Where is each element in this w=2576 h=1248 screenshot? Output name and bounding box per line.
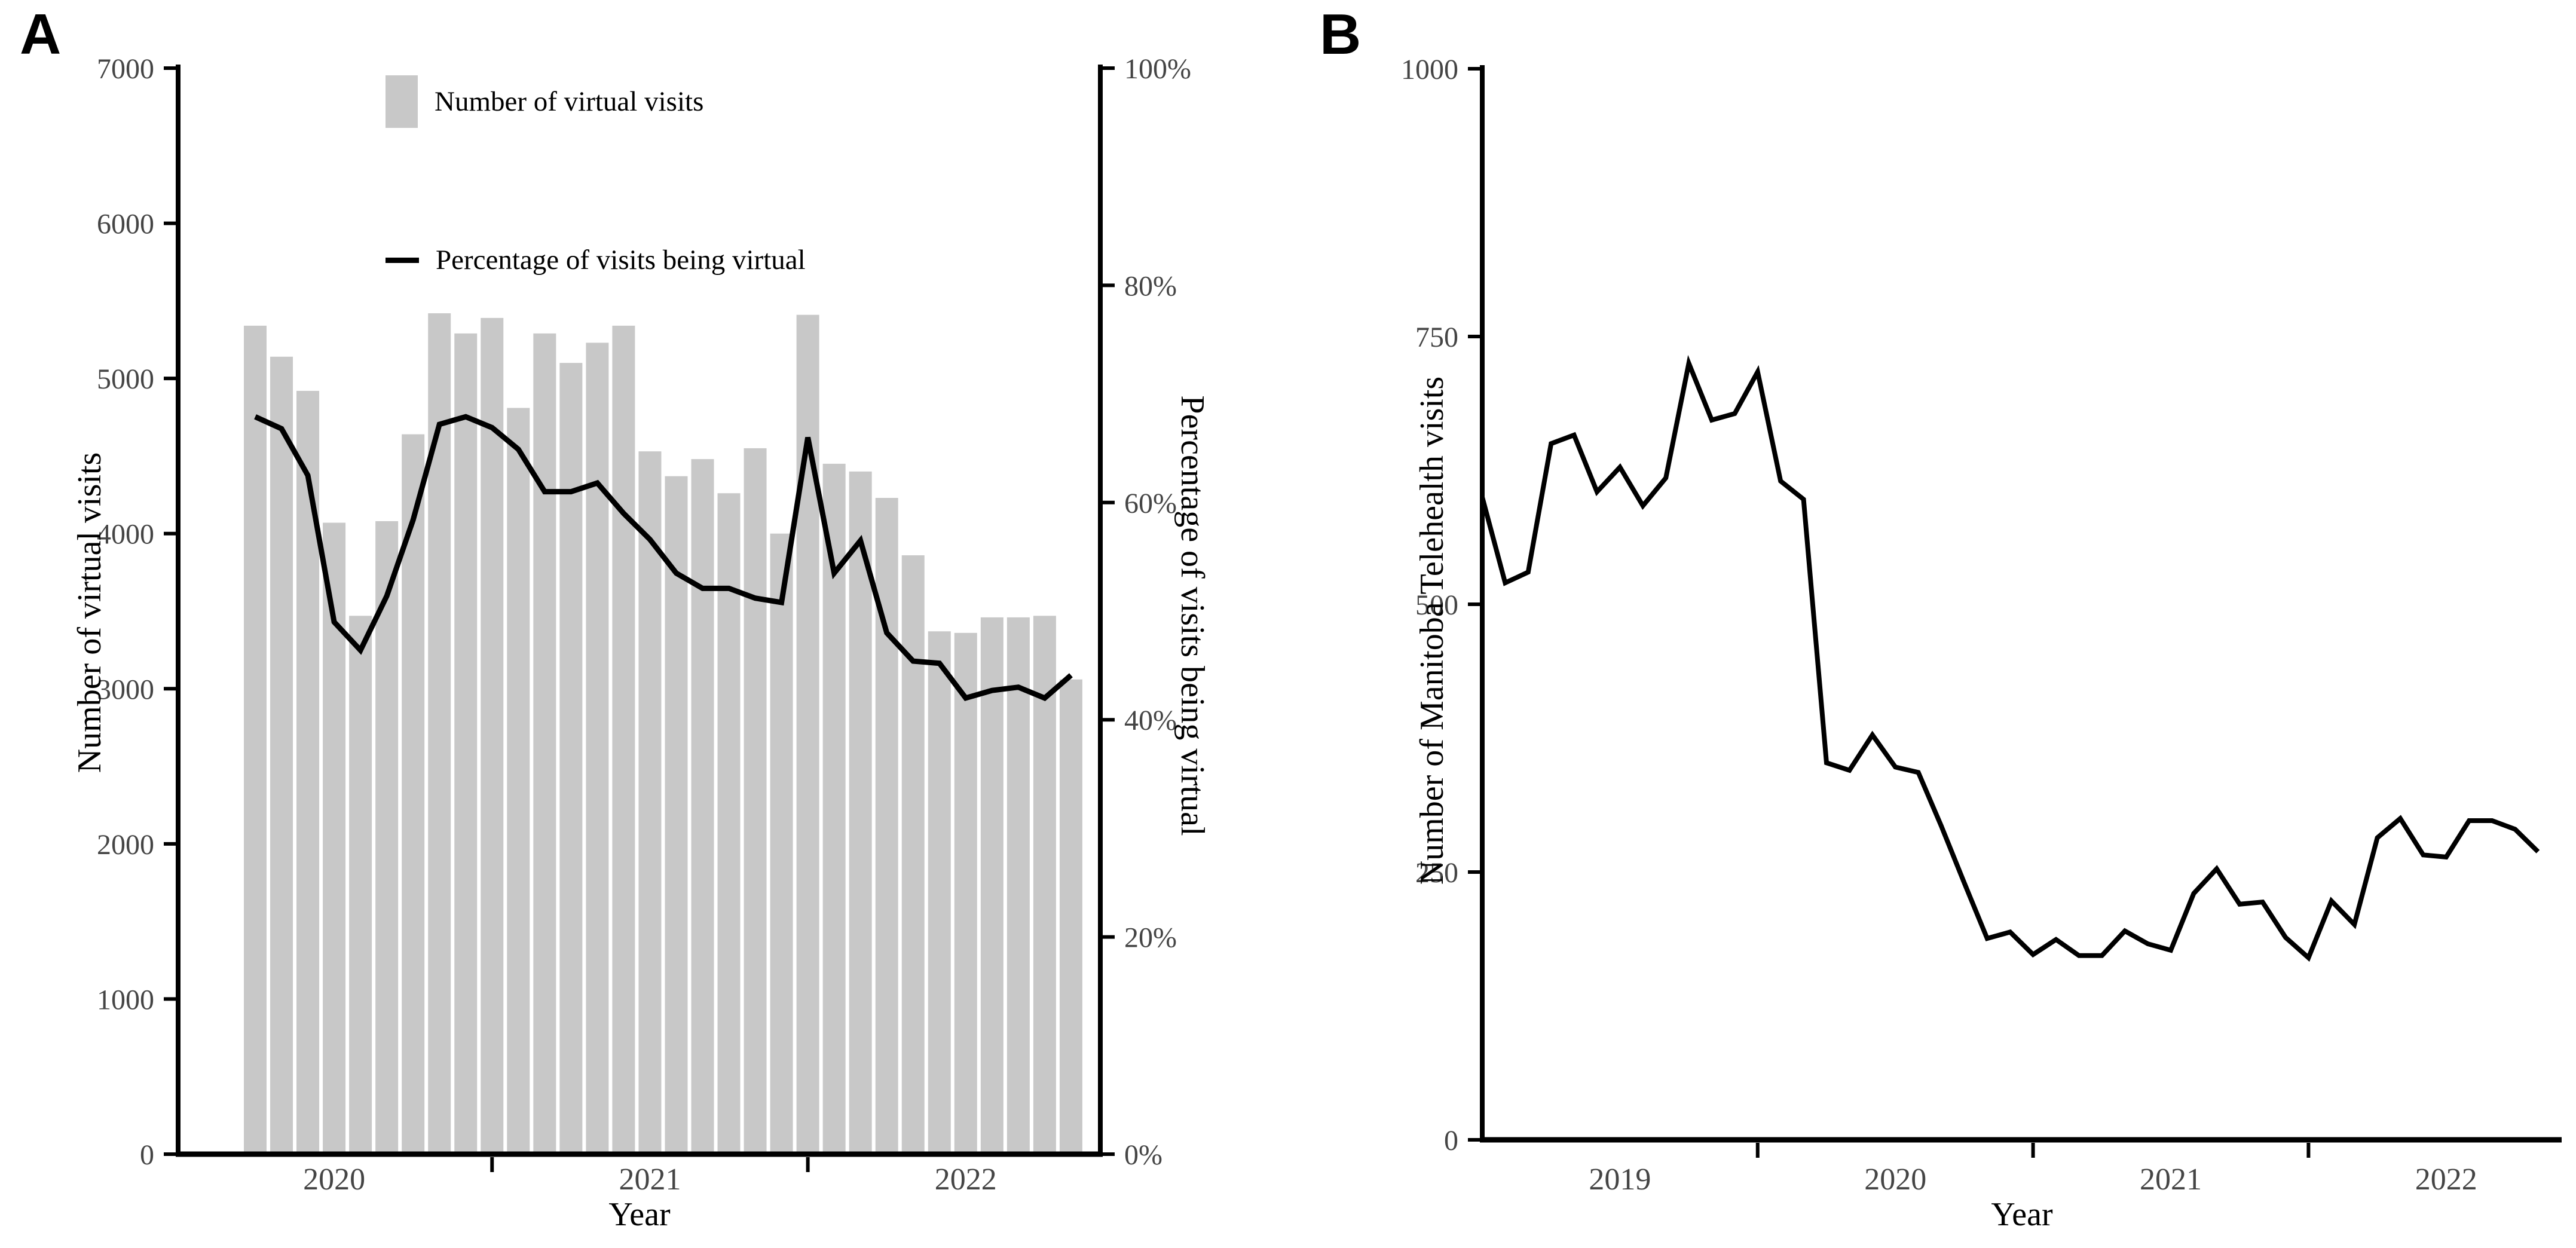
a-bar-month-2022-06 [928, 631, 951, 1154]
b-y-tick-label: 750 [1415, 322, 1458, 353]
a-bar-month-2020-04 [244, 325, 267, 1154]
b-x-year-label: 2019 [1589, 1163, 1651, 1197]
legend-bar-label: Number of virtual visits [435, 86, 704, 117]
legend-item-virtual-visits: Number of virtual visits [386, 75, 703, 128]
a-bar-month-2022-03 [849, 471, 872, 1154]
a-bar-month-2021-09 [691, 459, 714, 1154]
a-bar-month-2022-02 [822, 463, 846, 1154]
a-y-right-tick-label: 80% [1124, 270, 1177, 302]
a-y-left-tick-label: 1000 [97, 984, 154, 1015]
a-y-left-tick-label: 6000 [97, 209, 154, 240]
a-y-left-tick-label: 4000 [97, 519, 154, 550]
a-bar-month-2020-12 [454, 333, 478, 1154]
a-bar-month-2022-08 [980, 617, 1004, 1154]
a-bar-month-2021-10 [717, 493, 741, 1154]
a-bar-month-2021-07 [638, 451, 662, 1155]
a-bar-month-2022-09 [1006, 617, 1030, 1154]
legend-line-label: Percentage of visits being virtual [436, 244, 806, 276]
a-bar-month-2022-10 [1033, 616, 1056, 1154]
a-bar-month-2021-03 [533, 333, 556, 1154]
a-x-axis-title: Year [608, 1196, 671, 1233]
a-bar-month-2021-02 [507, 408, 530, 1154]
b-y-tick-label: 250 [1415, 857, 1458, 889]
a-bar-month-2020-11 [428, 313, 451, 1155]
a-y-axis-title-right: Percentage of visits being virtual [1174, 395, 1211, 836]
panel-a-letter: A [20, 2, 62, 66]
b-x-year-label: 2020 [1864, 1163, 1926, 1197]
b-x-axis-title: Year [1991, 1196, 2053, 1233]
a-x-year-label: 2022 [935, 1163, 997, 1197]
a-y-left-tick-label: 7000 [97, 53, 154, 85]
a-bar-month-2020-09 [375, 521, 399, 1155]
b-x-year-label: 2022 [2415, 1163, 2477, 1197]
a-y-right-tick-label: 60% [1124, 488, 1177, 519]
a-y-right-tick-label: 100% [1124, 53, 1191, 85]
a-bar-month-2021-05 [586, 342, 609, 1154]
legend-line-swatch [386, 257, 419, 263]
a-bar-month-2021-12 [770, 533, 793, 1154]
legend-bar-swatch [386, 75, 418, 128]
a-y-right-tick-label: 40% [1124, 705, 1177, 736]
a-bar-month-2021-04 [559, 363, 583, 1154]
a-x-year-label: 2020 [303, 1163, 365, 1197]
b-telehealth-line [1480, 354, 2540, 962]
b-y-axis-title: Number of Manitoba Telehealth visits [1414, 376, 1451, 885]
a-bar-month-2022-07 [954, 632, 977, 1154]
a-y-left-tick-label: 0 [140, 1139, 154, 1171]
a-bar-month-2022-05 [901, 555, 925, 1154]
a-bar-month-2021-11 [744, 448, 767, 1155]
a-bar-month-2022-01 [796, 314, 819, 1155]
b-y-tick-label: 500 [1415, 589, 1458, 621]
b-y-tick-label: 1000 [1401, 54, 1458, 85]
a-bar-month-2020-08 [349, 616, 372, 1154]
a-y-left-tick-label: 3000 [97, 674, 154, 705]
a-bar-month-2020-05 [270, 356, 293, 1154]
a-percentage-line [254, 414, 1073, 702]
a-x-year-label: 2021 [619, 1163, 681, 1197]
a-y-right-tick-label: 20% [1124, 922, 1177, 954]
panel-b-letter: B [1320, 2, 1362, 66]
a-bar-month-2021-06 [612, 325, 635, 1154]
a-bar-month-2021-08 [665, 476, 688, 1154]
a-bar-month-2020-10 [402, 434, 425, 1154]
a-y-axis-title-left: Number of virtual visits [71, 452, 108, 773]
b-y-tick-label: 0 [1444, 1125, 1458, 1157]
a-bar-month-2022-11 [1059, 679, 1082, 1154]
legend-item-percentage: Percentage of visits being virtual [386, 244, 806, 276]
a-y-right-tick-label: 0% [1124, 1139, 1162, 1171]
b-x-year-label: 2021 [2140, 1163, 2202, 1197]
a-y-left-tick-label: 2000 [97, 829, 154, 861]
a-bar-month-2021-01 [481, 317, 504, 1155]
a-y-left-tick-label: 5000 [97, 363, 154, 395]
